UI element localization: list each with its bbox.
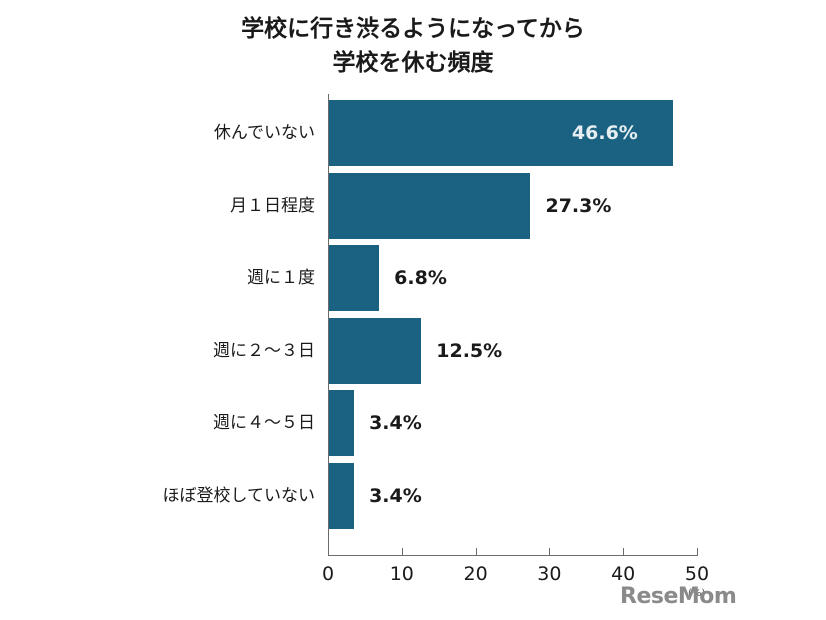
x-tick-mark (401, 548, 403, 556)
value-label: 12.5% (436, 340, 503, 362)
resemom-watermark-logo: ReseMom (620, 584, 737, 609)
bar (329, 245, 380, 311)
x-tick-label: 10 (389, 563, 414, 585)
y-axis-line (328, 94, 329, 556)
bar (329, 463, 355, 529)
value-label: 6.8% (394, 267, 447, 289)
category-label: 週に１度 (247, 268, 315, 288)
chart-title-line-1: 学校に行き渋るようになってから (241, 16, 585, 42)
x-tick-label: 30 (537, 563, 562, 585)
category-label: 週に４～５日 (213, 413, 315, 433)
x-tick-label: 40 (611, 563, 636, 585)
value-label: 3.4% (369, 485, 422, 507)
category-label: 休んでいない (213, 123, 315, 143)
value-label: 27.3% (545, 195, 612, 217)
bar (329, 318, 422, 384)
category-label: 月１日程度 (230, 196, 315, 216)
value-label: 3.4% (369, 412, 422, 434)
x-tick-label: 0 (321, 563, 335, 585)
x-tick-mark (623, 548, 625, 556)
x-tick-label: 20 (463, 563, 488, 585)
x-axis-line (328, 555, 698, 556)
category-label: ほぼ登校していない (162, 486, 316, 506)
bar (329, 100, 673, 166)
x-axis-unit: (%) (688, 588, 706, 599)
value-label: 46.6% (571, 122, 638, 144)
x-tick-mark (549, 548, 551, 556)
chart-title-line-2: 学校を休む頻度 (332, 50, 494, 76)
x-tick-mark (697, 548, 698, 556)
bar (329, 390, 355, 456)
x-tick-mark (475, 548, 477, 556)
x-tick-label: 50 (684, 563, 710, 585)
bar (329, 173, 531, 239)
category-label: 週に２～３日 (213, 341, 315, 361)
